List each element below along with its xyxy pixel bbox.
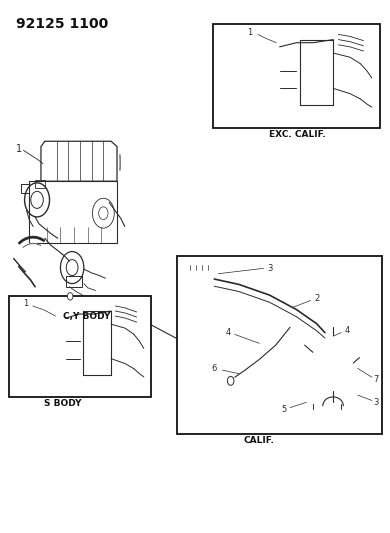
Bar — [177, 256, 382, 434]
Circle shape — [227, 376, 234, 385]
Circle shape — [67, 293, 73, 300]
Text: S BODY: S BODY — [44, 399, 81, 408]
Text: EXC. CALIF.: EXC. CALIF. — [269, 130, 326, 139]
Text: 4: 4 — [226, 328, 231, 337]
Text: CALIF.: CALIF. — [244, 436, 275, 445]
Text: 3: 3 — [373, 398, 379, 407]
Text: 6: 6 — [212, 364, 217, 373]
Bar — [213, 24, 380, 128]
Text: 7: 7 — [373, 375, 379, 384]
Text: 92125 1100: 92125 1100 — [16, 17, 108, 31]
Text: 1: 1 — [16, 144, 22, 154]
Bar — [9, 296, 151, 397]
Text: 2: 2 — [314, 294, 319, 303]
Text: 1: 1 — [247, 28, 252, 37]
Text: C,Y BODY: C,Y BODY — [63, 312, 110, 321]
Bar — [325, 318, 341, 328]
Text: 1: 1 — [23, 300, 28, 309]
Bar — [186, 270, 214, 286]
Bar — [66, 276, 82, 287]
Text: 5: 5 — [281, 405, 287, 414]
Bar — [304, 390, 349, 404]
Text: 4: 4 — [345, 326, 350, 335]
Text: 3: 3 — [267, 264, 272, 273]
